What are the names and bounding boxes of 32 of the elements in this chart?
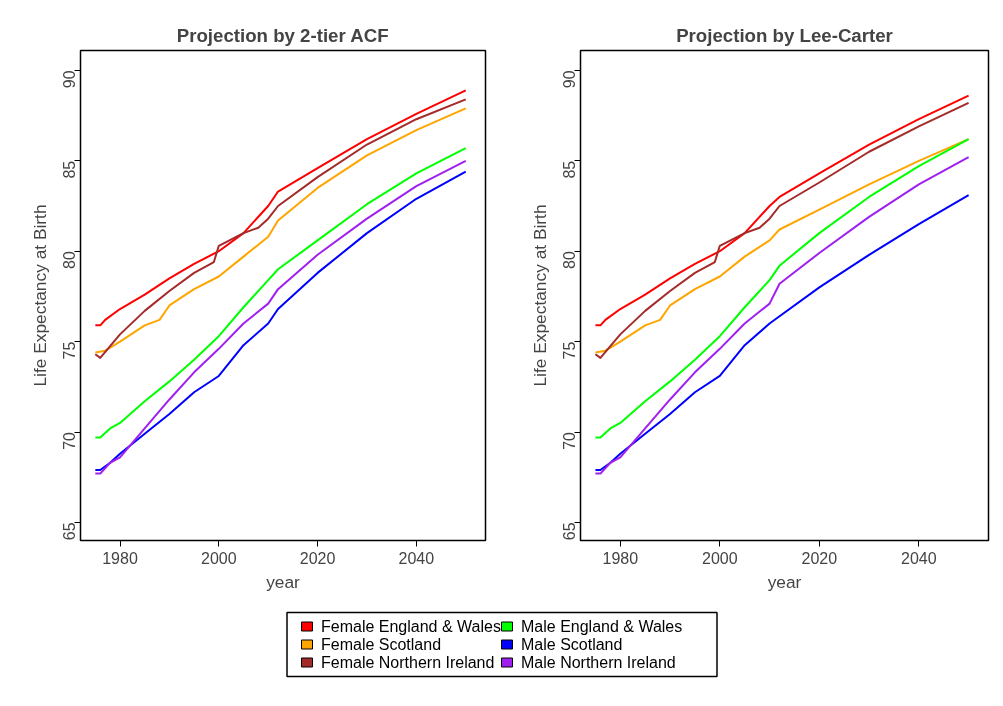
y-tick-label: 85 [561,160,579,179]
legend-label: Female England & Wales [321,618,501,635]
y-tick-label: 75 [561,341,579,360]
x-tick-label: 2000 [201,549,237,567]
y-tick-label: 75 [61,341,79,360]
x-tick-label: 1980 [602,549,639,567]
x-tick-label: 2020 [299,549,336,567]
x-tick-label: 2040 [901,549,937,567]
y-axis-title: Life Expectancy at Birth [29,204,50,387]
y-tick-label: 90 [61,70,79,89]
y-tick-label: 90 [561,70,579,89]
y-tick-label: 70 [561,431,579,450]
y-axis-title: Life Expectancy at Birth [529,204,550,387]
legend-label: Female Northern Ireland [321,654,495,671]
y-tick-label: 80 [561,251,579,269]
x-axis-title: year [266,571,301,592]
y-tick-label: 85 [61,160,79,179]
legend-label: Male Northern Ireland [521,654,676,671]
legend-label: Male England & Wales [521,618,683,635]
x-tick-label: 2040 [398,549,435,567]
x-tick-label: 1980 [102,549,138,567]
y-tick-label: 65 [561,522,579,541]
legend-label: Male Scotland [521,636,623,653]
x-tick-label: 2020 [801,549,838,567]
y-tick-label: 80 [61,251,79,269]
chart-title: Projection by Lee-Carter [676,24,893,46]
y-tick-label: 65 [61,522,79,541]
legend-label: Female Scotland [321,636,442,653]
x-tick-label: 2000 [702,549,738,567]
chart-title: Projection by 2-tier ACF [176,24,389,46]
y-tick-label: 70 [61,431,79,450]
x-axis-title: year [767,571,802,592]
